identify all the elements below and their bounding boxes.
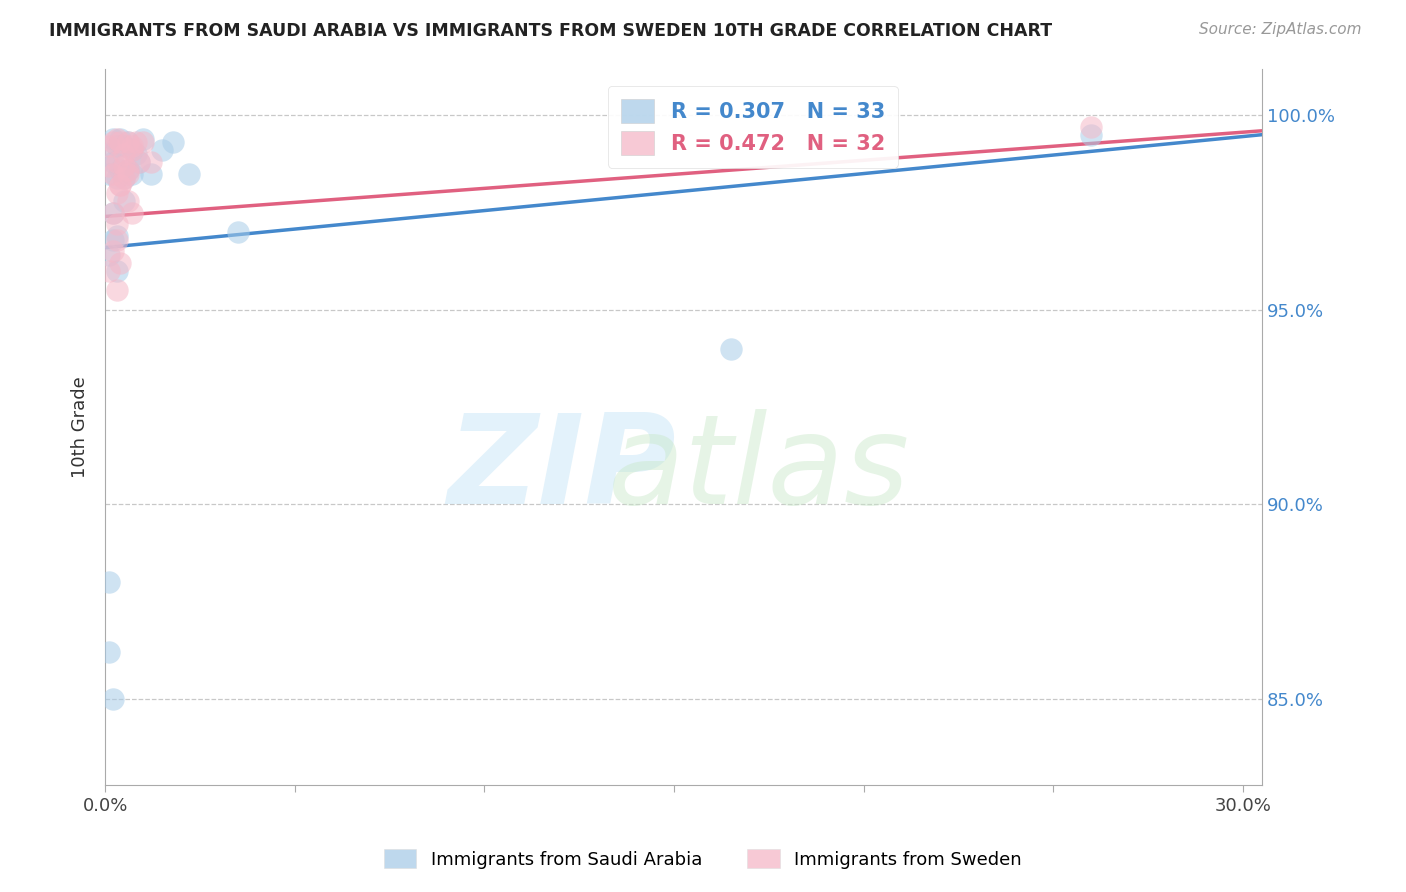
Legend: Immigrants from Saudi Arabia, Immigrants from Sweden: Immigrants from Saudi Arabia, Immigrants… — [377, 842, 1029, 876]
Point — [105, 264, 128, 278]
Point — [124, 147, 146, 161]
Point — [98, 645, 121, 659]
Point — [110, 136, 132, 150]
Point — [117, 167, 139, 181]
Point — [101, 136, 124, 150]
Point — [112, 170, 135, 185]
Point — [121, 205, 143, 219]
Point — [121, 143, 143, 157]
Point — [105, 217, 128, 231]
Point — [98, 147, 121, 161]
Point — [101, 692, 124, 706]
Point — [98, 264, 121, 278]
Point — [720, 342, 742, 356]
Point — [132, 136, 155, 150]
Point — [101, 205, 124, 219]
Legend: R = 0.307   N = 33, R = 0.472   N = 32: R = 0.307 N = 33, R = 0.472 N = 32 — [609, 87, 897, 168]
Point — [121, 143, 143, 157]
Point — [112, 194, 135, 208]
Point — [162, 136, 184, 150]
Text: ZIP: ZIP — [447, 409, 676, 530]
Point — [139, 155, 162, 169]
Point — [105, 170, 128, 185]
Point — [128, 155, 150, 169]
Point — [105, 186, 128, 200]
Point — [128, 155, 150, 169]
Point — [117, 162, 139, 177]
Point — [110, 162, 132, 177]
Text: Source: ZipAtlas.com: Source: ZipAtlas.com — [1198, 22, 1361, 37]
Point — [105, 139, 128, 153]
Point — [105, 233, 128, 247]
Point — [98, 248, 121, 262]
Point — [101, 233, 124, 247]
Point — [110, 256, 132, 270]
Point — [117, 136, 139, 150]
Point — [98, 575, 121, 590]
Point — [105, 228, 128, 243]
Point — [105, 155, 128, 169]
Point — [105, 131, 128, 145]
Point — [150, 143, 173, 157]
Point — [226, 225, 249, 239]
Y-axis label: 10th Grade: 10th Grade — [72, 376, 89, 477]
Point — [132, 131, 155, 145]
Point — [112, 159, 135, 173]
Point — [117, 162, 139, 177]
Point — [117, 136, 139, 150]
Point — [139, 167, 162, 181]
Point — [1080, 120, 1102, 134]
Point — [98, 167, 121, 181]
Point — [110, 178, 132, 193]
Point — [121, 167, 143, 181]
Point — [110, 131, 132, 145]
Point — [121, 139, 143, 153]
Point — [124, 136, 146, 150]
Point — [101, 155, 124, 169]
Point — [112, 170, 135, 185]
Point — [101, 167, 124, 181]
Point — [98, 159, 121, 173]
Point — [177, 167, 200, 181]
Point — [112, 147, 135, 161]
Point — [1080, 128, 1102, 142]
Point — [101, 205, 124, 219]
Point — [101, 244, 124, 259]
Point — [117, 194, 139, 208]
Text: IMMIGRANTS FROM SAUDI ARABIA VS IMMIGRANTS FROM SWEDEN 10TH GRADE CORRELATION CH: IMMIGRANTS FROM SAUDI ARABIA VS IMMIGRAN… — [49, 22, 1052, 40]
Point — [110, 178, 132, 193]
Point — [105, 284, 128, 298]
Point — [98, 139, 121, 153]
Point — [112, 139, 135, 153]
Text: atlas: atlas — [607, 409, 910, 530]
Point — [101, 131, 124, 145]
